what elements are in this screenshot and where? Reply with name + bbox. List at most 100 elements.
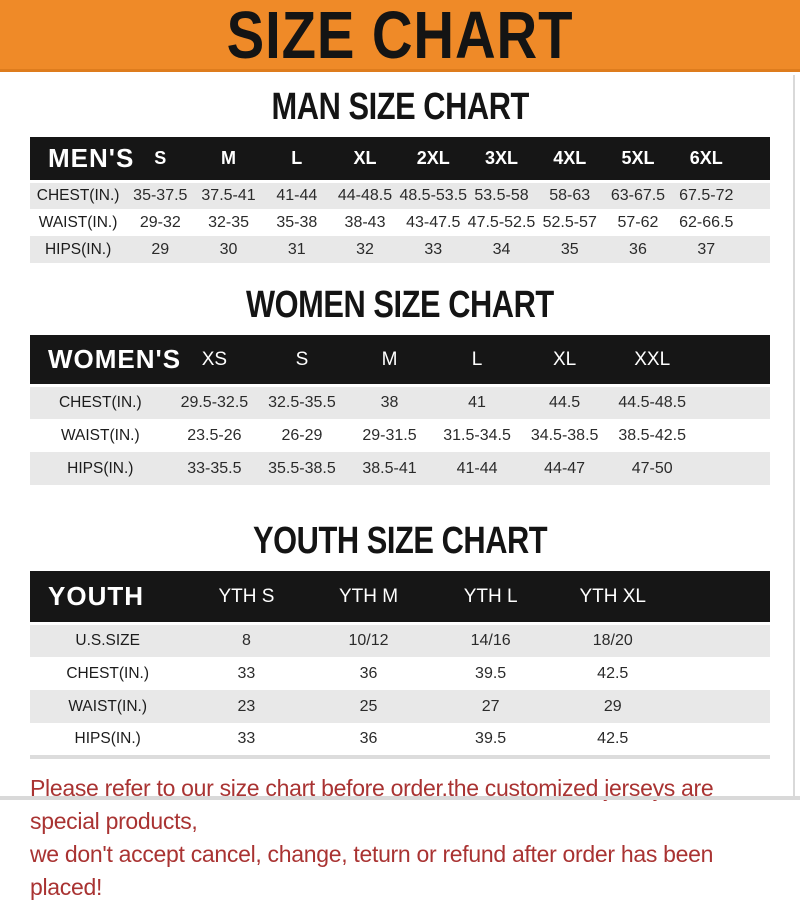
row-spacer [696,452,770,485]
size-value: 41-44 [262,180,331,209]
row-spacer [673,622,770,657]
size-value: 58-63 [535,180,604,209]
size-value: 47.5-52.5 [467,213,536,231]
size-column-header: S [126,137,195,182]
size-value: 30 [219,240,238,258]
row-spacer [674,723,770,757]
size-column-header: XXL [608,335,696,386]
size-value: 67.5-72 [672,180,741,209]
size-value: 29-32 [139,213,181,231]
size-value: 57-62 [617,213,659,231]
size-value: 27 [481,697,500,715]
men-size-table: MEN'S S M L XL 2XL 3XL 4XL 5XL 6XL CHEST(IN.) 35-… [30,137,770,263]
size-column-header: S [258,335,346,386]
scan-edge-line [793,75,795,800]
size-value: 29 [151,240,170,258]
size-value: 48.5-53.5 [399,180,468,209]
size-value: 10/12 [307,622,430,657]
size-column-header: XL [520,335,609,386]
row-label: WAIST(IN.) [38,213,118,231]
row-spacer [674,657,770,690]
size-value: 32 [356,240,374,258]
banner-title: SIZE CHART [226,0,574,73]
size-value: 29.5-32.5 [170,384,259,419]
table-row: HIPS(IN.) 33-35.5 35.5-38.5 38.5-41 41-44 44-… [30,452,770,485]
row-label: HIPS(IN.) [74,730,141,747]
row-label: HIPS(IN.) [67,459,134,477]
size-value: 37 [697,240,716,258]
size-value: 31.5-34.5 [443,426,511,444]
youth-heading-text: YOUTH SIZE CHART [252,519,548,562]
size-value: 26-29 [281,426,323,444]
row-spacer [740,180,770,209]
size-value: 38 [345,384,434,419]
size-value: 41 [433,384,521,419]
size-value: 18/20 [551,622,674,657]
table-row: WAIST(IN.) 29-32 32-35 35-38 38-43 43-47.5 47.… [30,209,770,236]
size-column-header: L [433,335,521,386]
size-value: 33-35.5 [187,459,242,477]
size-column-header: YTH S [185,571,308,624]
header-spacer [740,137,770,182]
table-row: WAIST(IN.) 23 25 27 29 [30,690,770,723]
table-row: CHEST(IN.) 35-37.5 37.5-41 41-44 44-48.5 48.5… [30,180,770,209]
size-value: 25 [359,697,378,715]
row-label: CHEST(IN.) [30,180,127,209]
row-label: CHEST(IN.) [66,664,150,682]
size-value: 52.5-57 [542,213,597,231]
size-value: 63-67.5 [603,180,673,209]
row-label: WAIST(IN.) [60,426,140,444]
size-value: 31 [287,240,306,258]
size-value: 8 [185,622,308,657]
size-value: 34.5-38.5 [530,426,599,444]
size-value: 29-31.5 [362,426,417,444]
size-value: 32.5-35.5 [258,384,346,419]
youth-size-table: YOUTH YTH S YTH M YTH L YTH XL U.S.SIZE 8 10/… [30,571,770,759]
women-heading-text: WOMEN SIZE CHART [246,283,554,326]
size-column-header: 3XL [467,137,536,182]
size-value: 44.5-48.5 [608,384,696,419]
size-value: 36 [629,240,647,258]
size-value: 37.5-41 [194,180,263,209]
size-value: 23.5-26 [187,426,242,444]
size-value: 32-35 [208,213,249,231]
table-row: HIPS(IN.) 33 36 39.5 42.5 [30,723,770,757]
size-value: 14/16 [429,622,552,657]
size-value: 33 [237,730,256,747]
size-value: 36 [359,730,378,747]
women-header-row: WOMEN'S XS S M L XL XXL [30,335,770,386]
table-row: WAIST(IN.) 23.5-26 26-29 29-31.5 31.5-34.5 34… [30,419,770,452]
size-value: 39.5 [475,730,507,747]
size-value: 38.5-41 [362,459,417,477]
row-label: U.S.SIZE [30,622,186,657]
man-heading-text: MAN SIZE CHART [271,85,529,128]
youth-section-heading: YOUTH SIZE CHART [0,519,800,562]
man-section-heading: MAN SIZE CHART [0,85,800,128]
table-row: CHEST(IN.) 29.5-32.5 32.5-35.5 38 41 44.5 44.5… [30,384,770,419]
disclaimer-line-1: Please refer to our size chart before or… [30,775,714,834]
men-header-label: MEN'S [30,137,133,182]
size-column-header: YTH XL [551,571,674,624]
table-row: CHEST(IN.) 33 36 39.5 42.5 [30,657,770,690]
size-value: 33 [424,240,443,258]
size-column-header: XL [330,137,400,182]
row-spacer [696,384,770,419]
table-row: U.S.SIZE 8 10/12 14/16 18/20 [30,622,770,657]
size-value: 38.5-42.5 [618,426,686,444]
size-column-header: L [262,137,331,182]
women-section-heading: WOMEN SIZE CHART [0,283,800,326]
disclaimer-line-2: we don't accept cancel, change, teturn o… [30,841,714,900]
size-value: 38-43 [344,213,386,231]
size-value: 35.5-38.5 [268,459,336,477]
size-value: 42.5 [597,730,629,747]
size-value: 39.5 [475,664,507,682]
row-label: WAIST(IN.) [68,697,148,715]
size-value: 44.5 [520,384,609,419]
size-column-header: YTH M [307,571,430,624]
size-value: 41-44 [456,459,498,477]
women-header-label: WOMEN'S [30,335,180,386]
size-value: 33 [237,664,256,682]
size-chart-banner: SIZE CHART [0,0,800,72]
size-value: 43-47.5 [406,213,461,231]
row-spacer [740,209,770,236]
